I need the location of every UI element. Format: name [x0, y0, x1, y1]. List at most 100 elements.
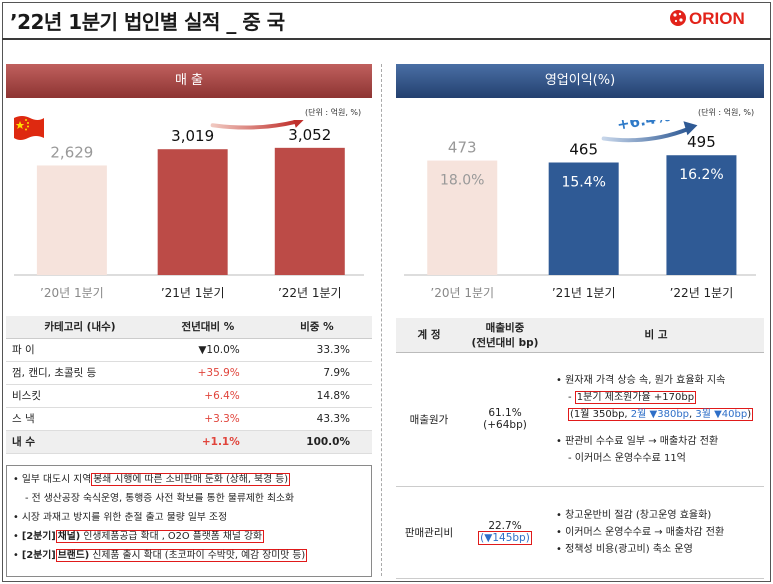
- note-highlight: 봉쇄 시행에 따른 소비판매 둔화 (상해, 북경 등): [91, 473, 291, 486]
- col-header-account: 계 정: [396, 318, 462, 353]
- x-tick-label: ’22년 1분기: [670, 286, 734, 300]
- remark-text: ): [747, 408, 752, 420]
- ratio-value: 61.1%: [488, 407, 522, 419]
- title-rule: [2, 38, 771, 40]
- bar-value-label: 3,019: [171, 127, 214, 145]
- category-name: 내 수: [6, 430, 154, 454]
- account-name: 판매관리비: [396, 486, 462, 579]
- table-row: 비스킷 +6.4% 14.8%: [6, 384, 372, 408]
- orion-logo: ORION: [667, 6, 763, 30]
- sales-band: 매 출: [6, 64, 372, 98]
- remark-text: 창고운반비 절감 (창고운영 효율화): [565, 509, 712, 521]
- note-subitem: - 전 생산공장 숙식운영, 통행증 사전 확보를 통한 물류제한 최소화: [25, 493, 295, 504]
- growth-label: +6.4%: [616, 120, 672, 134]
- table-row: 매출원가 61.1% (+64bp) • 원자재 가격 상승 속, 원가 효율화…: [396, 352, 764, 487]
- table-row: 판매관리비 22.7% (▼145bp) • 창고운반비 절감 (창고운영 효율…: [396, 486, 764, 579]
- category-share: 14.8%: [261, 384, 372, 408]
- col-header-remarks: 비 고: [548, 318, 764, 353]
- category-yoy: +35.9%: [153, 361, 262, 385]
- x-tick-label: ’22년 1분기: [278, 286, 342, 300]
- note-highlight-key: 채널): [57, 531, 81, 542]
- china-flag-icon: [10, 110, 46, 146]
- note-highlight: 인생제품공급 확대 , O2O 플랫폼 채널 강화: [83, 531, 263, 542]
- cost-table: 계 정 매출비중 (전년대비 bp) 비 고 매출원가 61.1% (+64bp…: [396, 318, 764, 579]
- col-header-yoy: 전년대비 %: [153, 316, 262, 339]
- ratio-value: 22.7%: [488, 520, 522, 532]
- category-name: 파 이: [6, 338, 154, 362]
- category-share: 43.3%: [261, 407, 372, 431]
- growth-arrow-head: [683, 121, 698, 136]
- notes-box: • 일부 대도시 지역 봉쇄 시행에 따른 소비판매 둔화 (상해, 북경 등) …: [6, 465, 372, 577]
- remark-text: (1월 350bp,: [570, 408, 631, 420]
- category-yoy: +1.1%: [153, 430, 262, 454]
- category-share: 33.3%: [261, 338, 372, 362]
- account-ratio: 61.1% (+64bp): [462, 352, 548, 487]
- note-text: 전 생산공장 숙식운영, 통행증 사전 확보를 통한 물류제한 최소화: [31, 493, 295, 504]
- table-row: 파 이 ▼10.0% 33.3%: [6, 338, 372, 362]
- account-name: 매출원가: [396, 352, 462, 487]
- remark-text: 판관비 수수료 일부 → 매출차감 전환: [565, 435, 719, 447]
- bar-value-label: 3,052: [288, 126, 331, 144]
- note-tag: [2분기]: [21, 550, 56, 561]
- account-remarks: • 원자재 가격 상승 속, 원가 효율화 지속 - 1분기 제조원가율 +17…: [548, 352, 764, 487]
- remark-highlight-breakdown: (1월 350bp, 2월 ▼380bp, 3월 ▼40bp): [568, 407, 754, 421]
- bar-margin-label: 18.0%: [440, 173, 484, 189]
- svg-text:ORION: ORION: [689, 9, 745, 28]
- note-highlight-key: 브랜드): [57, 550, 90, 561]
- remark-text: 2월 ▼380bp: [630, 408, 690, 420]
- remark-text: 이커머스 운영수수료 → 매출차감 전환: [565, 526, 725, 538]
- ratio-bp: (▼145bp): [478, 531, 532, 545]
- bar: [427, 160, 498, 275]
- note-item: • [2분기] 브랜드) 신제품 출시 확대 (초코파이 수박맛, 예감 장미맛 …: [13, 549, 308, 562]
- table-row: 스 낵 +3.3% 43.3%: [6, 407, 372, 431]
- note-tag: [2분기]: [21, 531, 56, 542]
- op-income-band: 영업이익(%): [396, 64, 764, 98]
- category-share: 100.0%: [261, 430, 372, 454]
- sales-unit: (단위 : 억원, %): [305, 108, 362, 117]
- table-row: 껌, 캔디, 초콜릿 등 +35.9% 7.9%: [6, 361, 372, 385]
- category-yoy: +3.3%: [153, 407, 262, 431]
- bar: [548, 162, 619, 275]
- note-item: • [2분기] 채널) 인생제품공급 확대 , O2O 플랫폼 채널 강화: [13, 530, 265, 543]
- remark-text: 원자재 가격 상승 속, 원가 효율화 지속: [565, 374, 726, 386]
- bar-value-label: 495: [687, 133, 716, 151]
- category-name: 스 낵: [6, 407, 154, 431]
- bar: [157, 149, 228, 275]
- bar-margin-label: 16.2%: [679, 167, 723, 183]
- note-item: • 시장 과재고 방지를 위한 춘절 출고 물량 일부 조정: [13, 512, 228, 523]
- bar: [274, 147, 345, 275]
- remark-highlight: 1분기 제조원가율 +170bp: [574, 390, 697, 404]
- bar: [666, 155, 737, 275]
- bar-value-label: 2,629: [50, 143, 93, 161]
- bar: [36, 165, 107, 275]
- remark-text: 정책성 비용(광고비) 축소 운영: [565, 543, 693, 555]
- col-header-category: 카테고리 (내수): [6, 316, 154, 339]
- x-tick-label: ’20년 1분기: [40, 286, 104, 300]
- remark-text: 3월 ▼40bp: [695, 408, 748, 420]
- category-name: 비스킷: [6, 384, 154, 408]
- remark-text: ,: [689, 408, 696, 420]
- bar-margin-label: 15.4%: [561, 175, 605, 191]
- category-yoy: ▼10.0%: [153, 338, 262, 362]
- sales-bar-chart: 2,629 ’20년 1분기 3,019 ’21년 1분기 3,052 ’22년 1분기 +…: [14, 120, 364, 300]
- category-table: 카테고리 (내수) 전년대비 % 비중 % 파 이 ▼10.0% 33.3% 껌…: [6, 316, 372, 454]
- bar-value-label: 465: [569, 141, 598, 159]
- x-tick-label: ’20년 1분기: [430, 286, 494, 300]
- growth-arrow-head: [293, 120, 304, 128]
- note-text: 일부 대도시 지역: [21, 474, 92, 485]
- note-text: 시장 과재고 방지를 위한 춘절 출고 물량 일부 조정: [21, 512, 228, 523]
- growth-arrow: [210, 120, 298, 130]
- ratio-bp: (+64bp): [483, 419, 527, 431]
- x-tick-label: ’21년 1분기: [552, 286, 616, 300]
- col-header-share: 비중 %: [261, 316, 372, 339]
- x-tick-label: ’21년 1분기: [161, 286, 225, 300]
- bar-value-label: 473: [448, 139, 477, 157]
- table-row-total: 내 수 +1.1% 100.0%: [6, 430, 372, 454]
- op-income-unit: (단위 : 억원, %): [698, 108, 755, 117]
- account-remarks: • 창고운반비 절감 (창고운영 효율화) • 이커머스 운영수수료 → 매출차…: [548, 486, 764, 579]
- category-share: 7.9%: [261, 361, 372, 385]
- remark-text: 이커머스 운영수수료 11억: [574, 452, 686, 464]
- note-highlight: 신제품 출시 확대 (초코파이 수박맛, 예감 장미맛 등): [92, 550, 306, 561]
- growth-label: +1.1%: [224, 120, 280, 121]
